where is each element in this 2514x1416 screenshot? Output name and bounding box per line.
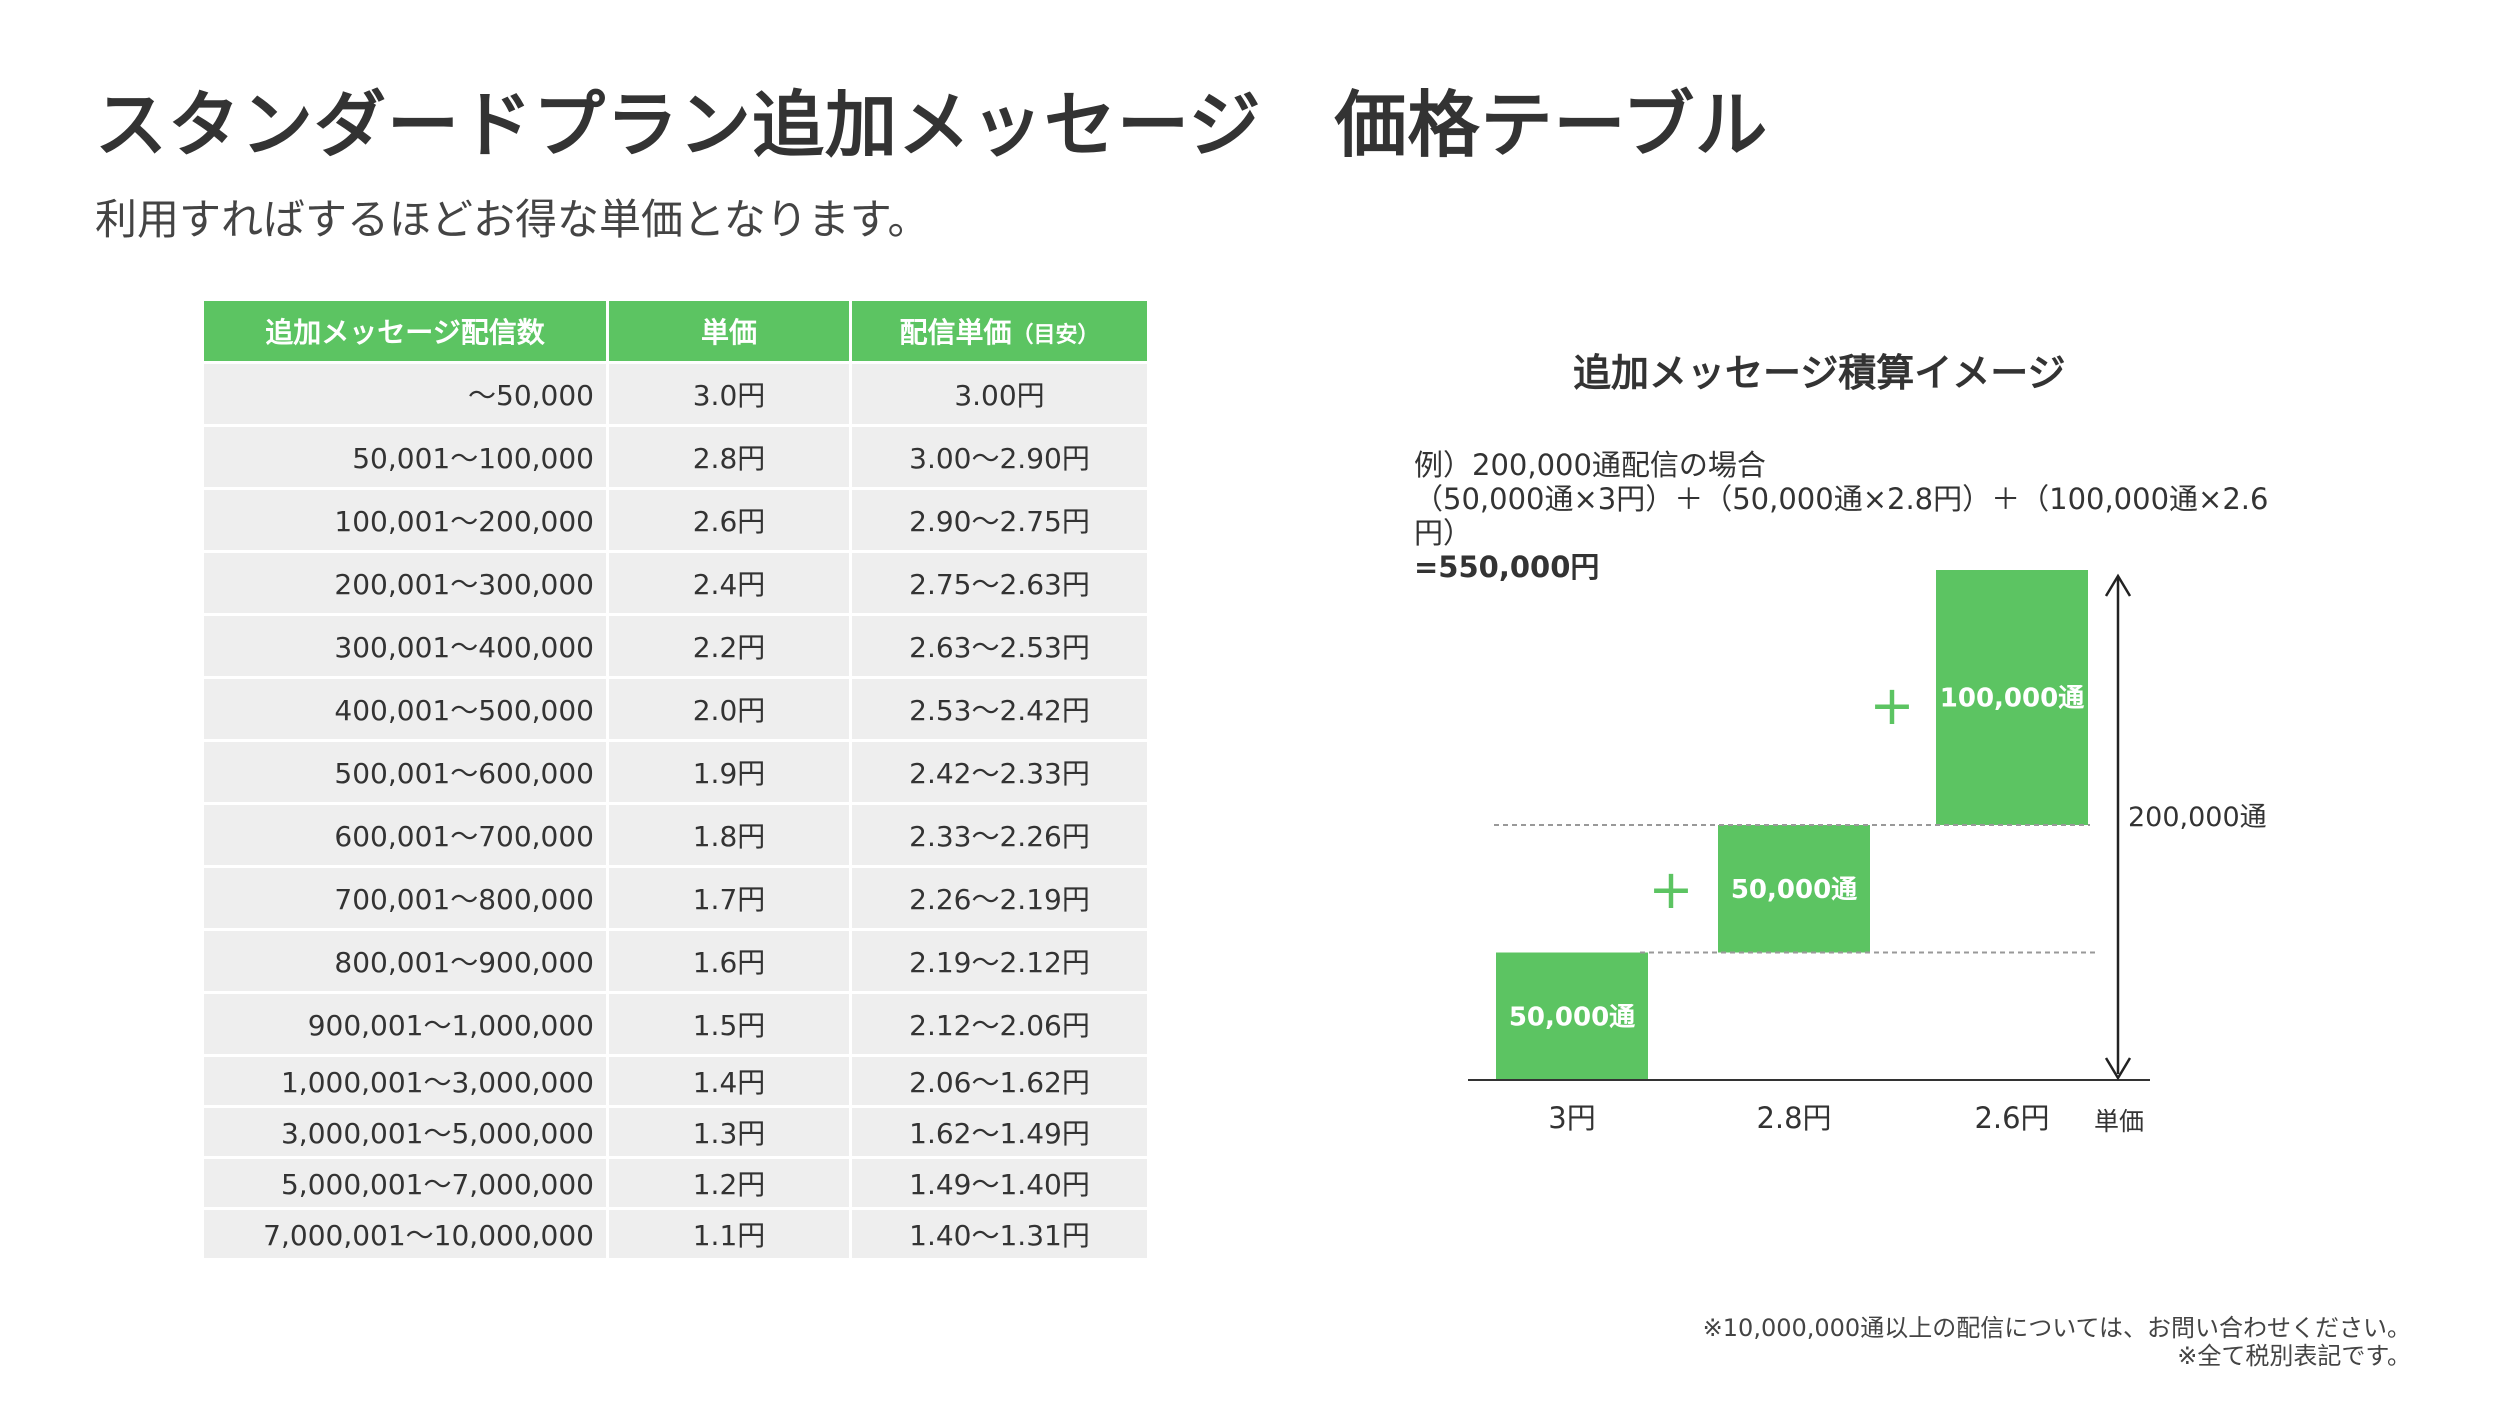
- unit-price-label: 2.8円: [1756, 1101, 1831, 1135]
- bar-segment: [1936, 570, 2088, 825]
- table-row: 900,001〜1,000,000 1.5円 2.12〜2.06円: [204, 994, 1147, 1054]
- cell-delivery-unit-price: 2.53〜2.42円: [852, 679, 1147, 739]
- cell-unit-price: 1.8円: [609, 805, 849, 865]
- cell-unit-price: 2.0円: [609, 679, 849, 739]
- plus-icon: +: [1648, 858, 1693, 921]
- cell-count: 200,001〜300,000: [204, 553, 606, 613]
- cell-count: 600,001〜700,000: [204, 805, 606, 865]
- table-row: 500,001〜600,000 1.9円 2.42〜2.33円: [204, 742, 1147, 802]
- table-row: 400,001〜500,000 2.0円 2.53〜2.42円: [204, 679, 1147, 739]
- cell-count: 300,001〜400,000: [204, 616, 606, 676]
- cell-unit-price: 1.1円: [609, 1210, 849, 1258]
- example-result: =550,000円: [1414, 550, 1600, 584]
- cell-unit-price: 2.2円: [609, 616, 849, 676]
- table-header-row: 追加メッセージ配信数 単価 配信単価（目安）: [204, 301, 1147, 361]
- diagram-title: 追加メッセージ積算イメージ: [1573, 351, 2066, 395]
- table-row: 50,001〜100,000 2.8円 3.00〜2.90円: [204, 427, 1147, 487]
- table-row: 5,000,001〜7,000,000 1.2円 1.49〜1.40円: [204, 1159, 1147, 1207]
- cell-unit-price: 2.8円: [609, 427, 849, 487]
- cell-count: 100,001〜200,000: [204, 490, 606, 550]
- table-row: 〜50,000 3.0円 3.00円: [204, 364, 1147, 424]
- cell-count: 900,001〜1,000,000: [204, 994, 606, 1054]
- table-row: 600,001〜700,000 1.8円 2.33〜2.26円: [204, 805, 1147, 865]
- arrow-down-icon: [2104, 1057, 2132, 1081]
- unit-price-label: 2.6円: [1974, 1101, 2049, 1135]
- cell-count: 50,001〜100,000: [204, 427, 606, 487]
- cell-unit-price: 1.7円: [609, 868, 849, 928]
- cell-unit-price: 1.4円: [609, 1057, 849, 1105]
- unit-price-label: 3円: [1548, 1101, 1595, 1135]
- cell-count: 400,001〜500,000: [204, 679, 606, 739]
- bar-label: 50,000通: [1731, 875, 1857, 905]
- cell-unit-price: 1.6円: [609, 931, 849, 991]
- cell-count: 700,001〜800,000: [204, 868, 606, 928]
- cell-delivery-unit-price: 2.33〜2.26円: [852, 805, 1147, 865]
- cell-unit-price: 1.3円: [609, 1108, 849, 1156]
- cell-unit-price: 1.9円: [609, 742, 849, 802]
- table-row: 3,000,001〜5,000,000 1.3円 1.62〜1.49円: [204, 1108, 1147, 1156]
- cell-unit-price: 3.0円: [609, 364, 849, 424]
- plus-icon: +: [1869, 674, 1914, 737]
- table-row: 700,001〜800,000 1.7円 2.26〜2.19円: [204, 868, 1147, 928]
- cell-delivery-unit-price: 2.63〜2.53円: [852, 616, 1147, 676]
- cell-count: 800,001〜900,000: [204, 931, 606, 991]
- table-row: 7,000,001〜10,000,000 1.1円 1.40〜1.31円: [204, 1210, 1147, 1258]
- cell-delivery-unit-price: 1.62〜1.49円: [852, 1108, 1147, 1156]
- cell-count: 5,000,001〜7,000,000: [204, 1159, 606, 1207]
- cell-unit-price: 2.6円: [609, 490, 849, 550]
- cell-delivery-unit-price: 2.19〜2.12円: [852, 931, 1147, 991]
- header-delivery-unit-price-label: 配信単価: [899, 316, 1012, 349]
- cell-count: 1,000,001〜3,000,000: [204, 1057, 606, 1105]
- header-unit-price: 単価: [609, 301, 849, 361]
- price-table: 追加メッセージ配信数 単価 配信単価（目安） 〜50,000 3.0円 3.00円 5…: [201, 298, 1150, 1261]
- footnote-2: ※全て税別表記です。: [2177, 1342, 2411, 1370]
- cell-count: 3,000,001〜5,000,000: [204, 1108, 606, 1156]
- cell-delivery-unit-price: 2.75〜2.63円: [852, 553, 1147, 613]
- page-title: スタンダードプラン追加メッセージ 価格テーブル: [95, 83, 1769, 167]
- bar-label: 100,000通: [1940, 684, 2084, 714]
- cell-delivery-unit-price: 1.49〜1.40円: [852, 1159, 1147, 1207]
- bar-label: 50,000通: [1509, 1002, 1635, 1032]
- cell-delivery-unit-price: 2.26〜2.19円: [852, 868, 1147, 928]
- bar-segment: [1496, 952, 1648, 1080]
- table-row: 100,001〜200,000 2.6円 2.90〜2.75円: [204, 490, 1147, 550]
- example-line-2: （50,000通×3円）＋（50,000通×2.8円）＋（100,000通×2.…: [1414, 482, 2269, 516]
- bar-segment: [1718, 825, 1870, 953]
- header-count: 追加メッセージ配信数: [204, 301, 606, 361]
- cell-count: 500,001〜600,000: [204, 742, 606, 802]
- cell-unit-price: 1.2円: [609, 1159, 849, 1207]
- cell-delivery-unit-price: 3.00円: [852, 364, 1147, 424]
- cell-delivery-unit-price: 2.42〜2.33円: [852, 742, 1147, 802]
- cell-count: 7,000,001〜10,000,000: [204, 1210, 606, 1258]
- header-delivery-unit-price: 配信単価（目安）: [852, 301, 1147, 361]
- cell-delivery-unit-price: 2.90〜2.75円: [852, 490, 1147, 550]
- cell-unit-price: 1.5円: [609, 994, 849, 1054]
- cell-unit-price: 2.4円: [609, 553, 849, 613]
- x-axis-label: 単価: [2094, 1107, 2144, 1136]
- cell-delivery-unit-price: 2.12〜2.06円: [852, 994, 1147, 1054]
- example-line-1: 例）200,000通配信の場合: [1414, 448, 1766, 482]
- page-subtitle: 利用すればするほどお得な単価となります。: [95, 195, 930, 244]
- table-row: 800,001〜900,000 1.6円 2.19〜2.12円: [204, 931, 1147, 991]
- total-label: 200,000通: [2128, 802, 2267, 833]
- table-row: 300,001〜400,000 2.2円 2.63〜2.53円: [204, 616, 1147, 676]
- footnote-1: ※10,000,000通以上の配信については、お問い合わせください。: [1702, 1314, 2411, 1342]
- table-row: 1,000,001〜3,000,000 1.4円 2.06〜1.62円: [204, 1057, 1147, 1105]
- cell-delivery-unit-price: 2.06〜1.62円: [852, 1057, 1147, 1105]
- cell-delivery-unit-price: 3.00〜2.90円: [852, 427, 1147, 487]
- table-row: 200,001〜300,000 2.4円 2.75〜2.63円: [204, 553, 1147, 613]
- cell-delivery-unit-price: 1.40〜1.31円: [852, 1210, 1147, 1258]
- arrow-up-icon: [2104, 573, 2132, 597]
- cell-count: 〜50,000: [204, 364, 606, 424]
- example-line-3: 円）: [1414, 516, 1473, 550]
- header-delivery-unit-price-note: （目安）: [1011, 323, 1100, 348]
